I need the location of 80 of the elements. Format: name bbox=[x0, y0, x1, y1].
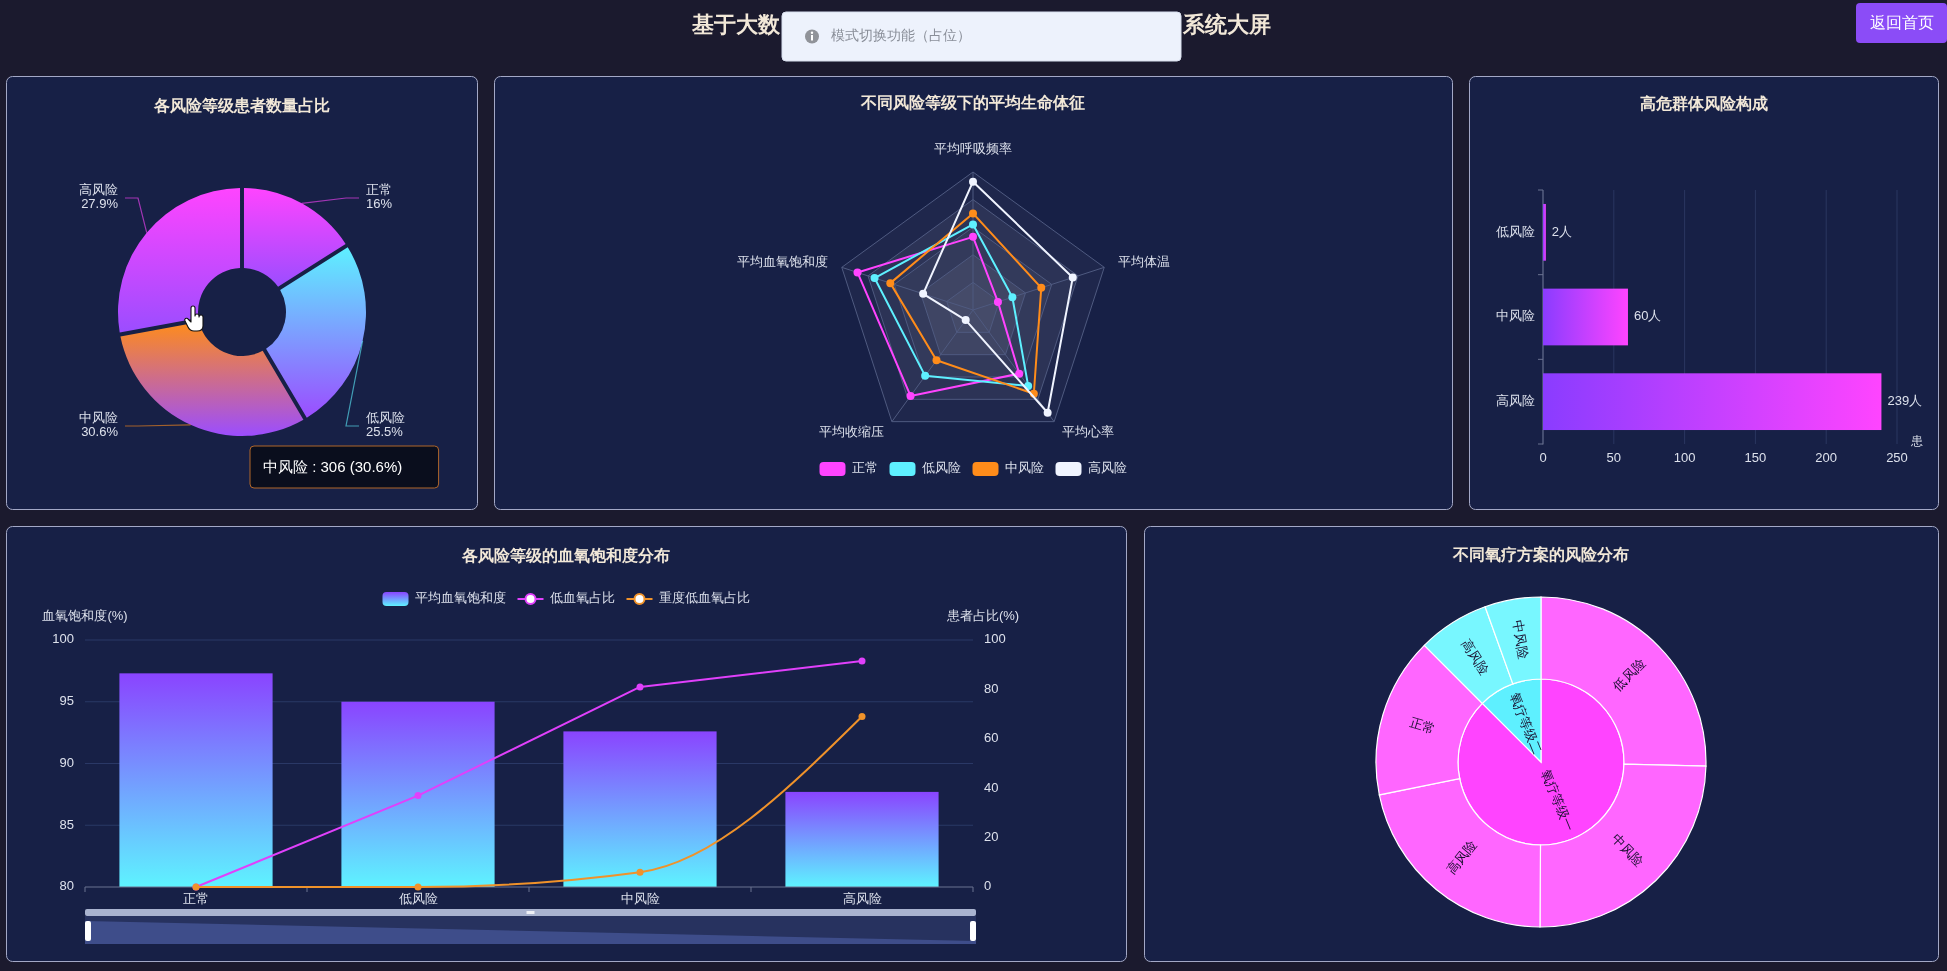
y2-tick-label: 40 bbox=[984, 779, 999, 795]
y2-tick-label: 100 bbox=[984, 631, 1006, 647]
spoke-label: 平均呼吸频率 bbox=[934, 141, 1012, 157]
data-label: 25.5% bbox=[366, 424, 404, 440]
chart-title: 高危群体风险构成 bbox=[1639, 94, 1768, 113]
x-tick-label: 中风险 bbox=[620, 891, 660, 907]
chart-title: 各风险等级患者数量占比 bbox=[152, 97, 330, 115]
x-tick-label: 低风险 bbox=[398, 891, 438, 907]
data-label: 2人 bbox=[1551, 223, 1573, 239]
x-tick-label: 250 bbox=[1886, 450, 1908, 466]
y-tick-label: 95 bbox=[59, 693, 74, 709]
point bbox=[414, 792, 422, 800]
slice-label: 氧疗等级二 bbox=[1506, 690, 1546, 757]
chart-title: 不同氧疗方案的风险分布 bbox=[1452, 545, 1629, 564]
chart-title: 各风险等级的血氧饱和度分布 bbox=[461, 546, 670, 565]
legend-label: 低风险 bbox=[921, 460, 961, 476]
x-tick-label: 正常 bbox=[183, 891, 209, 907]
y-tick-label: 中风险 bbox=[1496, 308, 1535, 324]
point bbox=[636, 683, 644, 691]
point bbox=[858, 657, 866, 665]
text: 系统大屏 bbox=[1182, 11, 1271, 37]
bar bbox=[1543, 288, 1628, 346]
x-tick-label: 200 bbox=[1815, 450, 1838, 466]
spoke-label: 平均血氧饱和度 bbox=[737, 254, 829, 270]
legend-label: 平均血氧饱和度 bbox=[414, 590, 506, 606]
point bbox=[636, 868, 644, 876]
data-label: 60人 bbox=[1633, 308, 1662, 324]
y-tick-label: 80 bbox=[59, 878, 74, 894]
donut-slice bbox=[120, 321, 304, 436]
slice-label: 正常 bbox=[366, 182, 392, 198]
legend-label: 中风险 bbox=[1004, 460, 1044, 476]
point bbox=[414, 883, 422, 891]
x-tick-label: 高风险 bbox=[842, 891, 882, 907]
y-tick-label: 100 bbox=[52, 631, 74, 647]
legend-label: 正常 bbox=[851, 460, 878, 476]
spoke-label: 平均心率 bbox=[1062, 424, 1115, 440]
y-tick-label: 低风险 bbox=[1496, 223, 1535, 239]
bar bbox=[1543, 373, 1882, 431]
legend-label: 高风险 bbox=[1087, 460, 1127, 476]
donut-slice bbox=[266, 247, 366, 418]
spoke-label: 平均收缩压 bbox=[818, 424, 884, 440]
x-tick-label: 150 bbox=[1744, 450, 1767, 466]
spoke-label: 平均体温 bbox=[1117, 254, 1170, 270]
slice-label: 氧疗等级一 bbox=[1538, 767, 1578, 833]
y-tick-label: 90 bbox=[59, 754, 74, 770]
slice-label: 高风险 bbox=[1443, 837, 1480, 877]
chart-title: 不同风险等级下的平均生命体征 bbox=[860, 94, 1085, 112]
data-label: 30.6% bbox=[81, 424, 119, 440]
y2-tick-label: 20 bbox=[984, 829, 999, 845]
y2-tick-label: 80 bbox=[984, 680, 999, 696]
y-tick-label: 85 bbox=[59, 816, 74, 832]
legend-label: 重度低血氧占比 bbox=[658, 590, 750, 606]
data-label: 16% bbox=[366, 196, 393, 212]
legend-label: 低血氧占比 bbox=[549, 590, 615, 606]
slice-label: 低风险 bbox=[366, 410, 405, 426]
slice-label: 中风险 bbox=[79, 410, 118, 426]
x-tick-label: 0 bbox=[1539, 450, 1547, 466]
text: 模式切换功能（占位） bbox=[831, 27, 971, 44]
x-tick-label: 50 bbox=[1606, 450, 1622, 466]
slice-label: 正常 bbox=[1407, 714, 1438, 737]
x-axis-title: 患 bbox=[1910, 434, 1923, 449]
y2-tick-label: 60 bbox=[984, 730, 999, 746]
y-axis-title: 血氧饱和度(%) bbox=[42, 608, 128, 624]
x-tick-label: 100 bbox=[1673, 450, 1696, 466]
point bbox=[858, 713, 866, 721]
slice-label: 中风险 bbox=[1609, 831, 1648, 870]
donut-slice bbox=[243, 188, 346, 287]
text: 中风险 : 306 (30.6%) bbox=[263, 457, 403, 475]
slice-label: 低风险 bbox=[1609, 655, 1649, 694]
text: 基于大数 bbox=[691, 11, 781, 37]
y2-tick-label: 0 bbox=[984, 878, 992, 894]
text: 返回首页 bbox=[1869, 14, 1934, 32]
bar bbox=[1543, 203, 1546, 261]
donut-slice bbox=[118, 188, 241, 333]
y-tick-label: 高风险 bbox=[1496, 393, 1535, 409]
y2-axis-title: 患者占比(%) bbox=[945, 608, 1020, 624]
slice-label: 高风险 bbox=[79, 182, 118, 198]
data-label: 27.9% bbox=[81, 196, 119, 212]
slice-label: 高风险 bbox=[1458, 636, 1493, 678]
data-label: 239人 bbox=[1887, 393, 1923, 409]
